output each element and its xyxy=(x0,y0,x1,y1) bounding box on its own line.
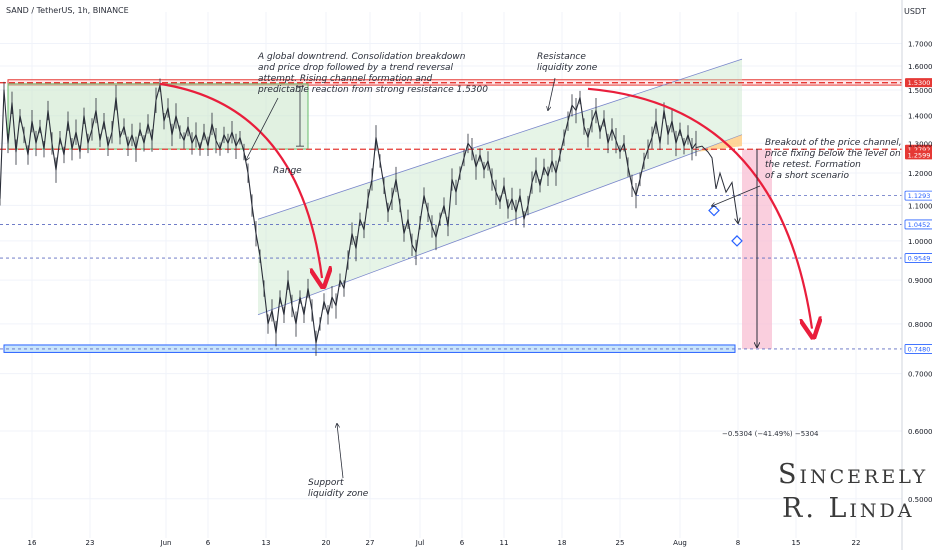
currency-label: USDT xyxy=(904,7,926,16)
x-tick-label: 23 xyxy=(86,539,95,547)
signature-line-2: R. Linda xyxy=(782,493,915,524)
annotation-range: Range xyxy=(273,166,302,176)
level-label: 1.1293 xyxy=(908,192,931,200)
annotation-downtrend: A global downtrend. Consolidation breakd… xyxy=(258,52,488,95)
x-tick-label: 18 xyxy=(558,539,567,547)
trend-arrow xyxy=(159,82,322,278)
x-tick-label: 6 xyxy=(460,539,465,547)
y-tick-label: 1.1000 xyxy=(908,202,932,210)
chart-header: SAND / TetherUS, 1h, BINANCE xyxy=(6,6,129,15)
x-tick-label: 25 xyxy=(616,539,625,547)
level-tag xyxy=(904,253,932,263)
y-tick-label: 0.8000 xyxy=(908,321,932,329)
y-axis: 1.7000 1.6000 1.5000 1.4000 1.3000 1.2000 1.10… xyxy=(901,0,932,550)
annotation-pointer xyxy=(337,424,344,479)
level-label: 1.0452 xyxy=(908,221,931,229)
level-label: 0.7480 xyxy=(908,345,931,353)
x-axis: 16 23 Jun 6 13 20 27 Jul 6 11 18 25 Aug 8 15 22 xyxy=(28,539,861,547)
price-series xyxy=(0,78,738,356)
x-tick-label: 22 xyxy=(852,539,861,547)
x-tick-label: 20 xyxy=(322,539,331,547)
zone-range xyxy=(7,83,309,150)
y-tick-label: 1.3000 xyxy=(908,140,932,148)
overlays xyxy=(159,77,812,479)
target-diamond xyxy=(708,204,720,217)
y-tick-label: 1.0000 xyxy=(908,238,932,246)
x-tick-label: Jun xyxy=(160,539,172,547)
level-tag xyxy=(904,190,932,201)
y-tick-label: 1.4000 xyxy=(908,113,932,121)
y-tick-label: 1.7000 xyxy=(908,40,932,48)
x-tick-label: Aug xyxy=(673,539,687,547)
annotation-pointer xyxy=(548,77,556,110)
x-tick-label: 27 xyxy=(366,539,375,547)
annotation-pointer xyxy=(712,185,761,206)
projection-line xyxy=(695,145,738,223)
channel-upper-line xyxy=(257,58,743,220)
x-tick-label: 11 xyxy=(500,539,509,547)
x-tick-label: 15 xyxy=(792,539,801,547)
rising-channel xyxy=(258,59,742,315)
level-tag xyxy=(905,150,932,160)
x-tick-label: Jul xyxy=(415,539,425,547)
target-diamond xyxy=(731,235,743,247)
annotation-measure: −0.5304 (−41.49%) −5304 xyxy=(722,430,819,438)
annotation-pointer xyxy=(246,97,279,160)
level-tag xyxy=(904,344,932,354)
annotation-support: Support liquidity zone xyxy=(308,478,369,499)
level-label: 0.9549 xyxy=(908,255,931,263)
signature-line-1: Sincerely xyxy=(778,459,929,490)
level-tag xyxy=(905,78,932,88)
level-label: 1.2792 xyxy=(908,146,931,154)
y-tick-label: 0.6000 xyxy=(908,428,932,436)
y-tick-label: 0.5000 xyxy=(908,496,932,504)
annotation-resistance: Resistance liquidity zone xyxy=(537,52,598,73)
x-tick-label: 8 xyxy=(736,539,740,547)
level-tag xyxy=(904,219,932,230)
level-label: 1.2599 xyxy=(908,151,931,159)
y-tick-label: 1.5000 xyxy=(908,87,932,95)
x-tick-label: 16 xyxy=(28,539,37,547)
x-tick-label: 6 xyxy=(206,539,211,547)
trend-arrow xyxy=(587,87,812,329)
y-tick-label: 1.6000 xyxy=(908,63,932,71)
grid xyxy=(0,12,902,538)
retest-wedge xyxy=(696,134,742,152)
y-tick-label: 0.7000 xyxy=(908,371,932,379)
y-tick-label: 0.9000 xyxy=(908,277,932,285)
level-label: 1.5300 xyxy=(908,79,931,87)
y-tick-label: 1.2000 xyxy=(908,170,932,178)
x-tick-label: 13 xyxy=(262,539,271,547)
annotation-breakout: Breakout of the price channel, price fix… xyxy=(765,138,902,181)
